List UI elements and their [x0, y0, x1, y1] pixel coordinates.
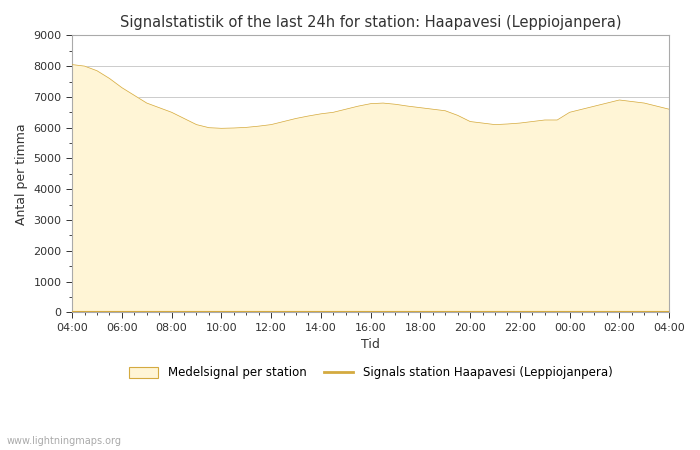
X-axis label: Tid: Tid: [361, 338, 380, 351]
Legend: Medelsignal per station, Signals station Haapavesi (Leppiojanpera): Medelsignal per station, Signals station…: [124, 362, 617, 384]
Title: Signalstatistik of the last 24h for station: Haapavesi (Leppiojanpera): Signalstatistik of the last 24h for stat…: [120, 15, 622, 30]
Y-axis label: Antal per timma: Antal per timma: [15, 123, 28, 225]
Text: www.lightningmaps.org: www.lightningmaps.org: [7, 436, 122, 446]
